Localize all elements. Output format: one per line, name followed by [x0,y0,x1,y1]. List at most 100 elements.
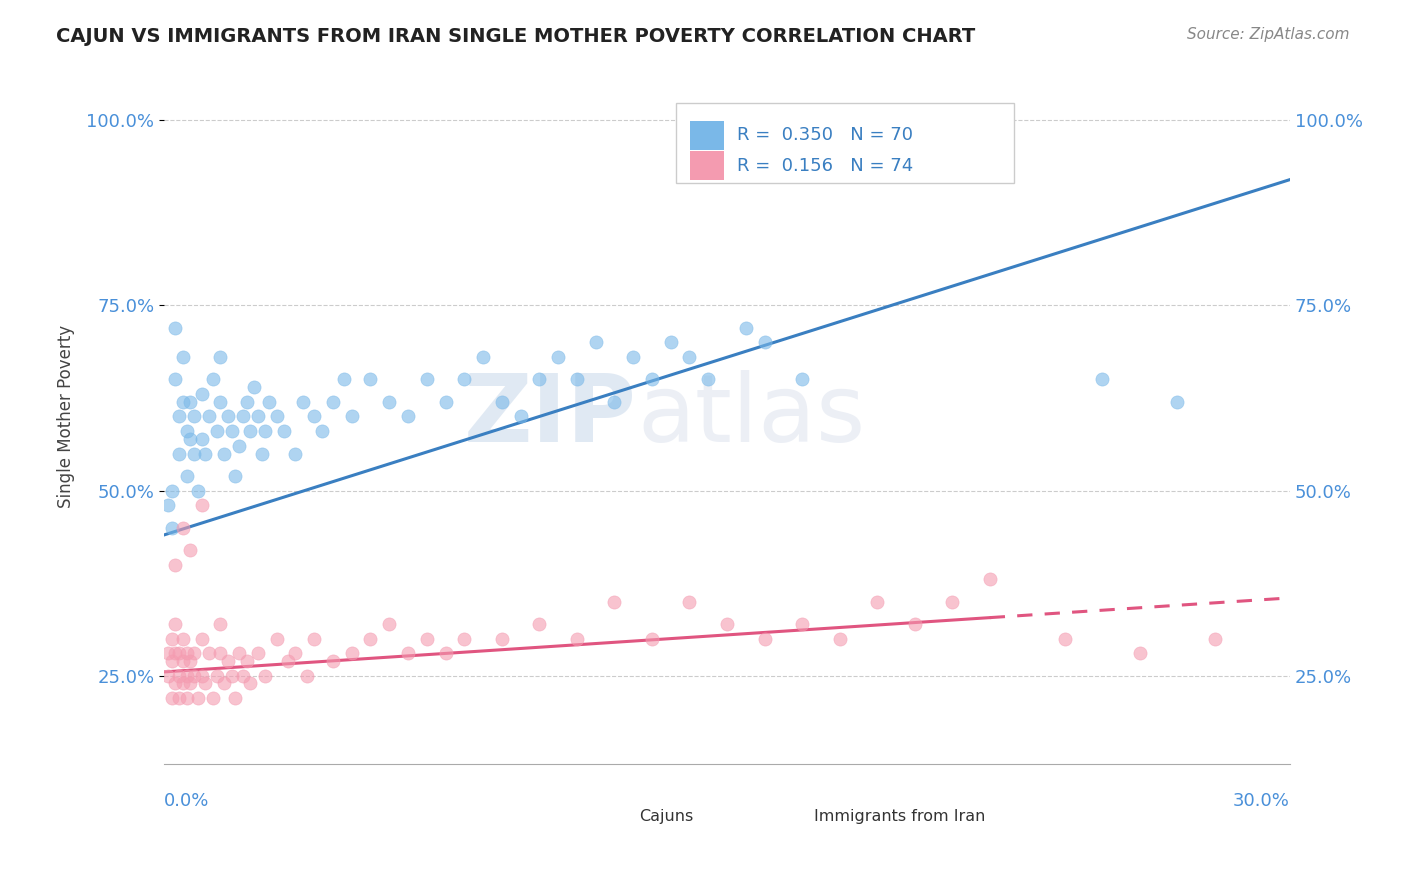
Point [291,394,314,409]
Point [322,394,344,409]
Point [257,394,280,409]
Point [333,372,356,386]
Point [250,446,273,460]
Point [359,372,381,386]
Point [302,409,325,424]
Point [246,409,269,424]
Point [621,351,644,365]
Point [176,668,198,682]
Point [603,394,626,409]
FancyBboxPatch shape [603,807,628,825]
Point [585,335,607,350]
Point [453,632,475,646]
Point [235,654,257,668]
Text: ZIP: ZIP [464,370,637,462]
Point [378,394,401,409]
Point [160,520,183,534]
FancyBboxPatch shape [778,807,803,825]
Point [734,320,756,334]
Point [172,394,194,409]
Point [176,468,198,483]
Point [1204,632,1226,646]
Point [165,676,187,690]
Point [179,676,201,690]
Point [221,668,243,682]
Point [359,632,381,646]
Point [396,647,419,661]
Point [217,409,239,424]
Point [187,483,209,498]
Point [167,446,190,460]
Point [172,654,194,668]
Point [205,668,228,682]
Point [183,409,205,424]
Point [1166,394,1188,409]
Point [565,372,588,386]
Y-axis label: Single Mother Poverty: Single Mother Poverty [58,325,75,508]
Text: 0.0%: 0.0% [165,792,209,810]
Point [979,573,1001,587]
Point [246,647,269,661]
Point [194,446,217,460]
Point [754,335,776,350]
Point [322,654,344,668]
FancyBboxPatch shape [690,151,724,180]
Point [754,632,776,646]
Point [509,409,531,424]
Point [302,632,325,646]
Point [224,468,246,483]
Point [167,409,190,424]
Point [187,690,209,705]
Point [198,647,221,661]
Point [239,425,262,439]
Point [156,647,179,661]
Point [205,425,228,439]
Point [378,616,401,631]
Point [453,372,475,386]
Point [172,351,194,365]
Point [547,351,569,365]
Point [190,387,212,401]
Point [678,351,700,365]
Point [172,632,194,646]
Point [156,668,179,682]
Point [277,654,299,668]
Point [232,668,254,682]
Point [284,446,307,460]
Point [209,394,232,409]
Point [235,394,257,409]
Point [565,632,588,646]
Point [176,647,198,661]
Point [434,647,457,661]
Point [529,372,551,386]
Point [209,616,232,631]
Point [254,425,277,439]
Point [212,446,235,460]
Point [1091,372,1114,386]
Point [678,594,700,608]
Point [190,432,212,446]
Text: CAJUN VS IMMIGRANTS FROM IRAN SINGLE MOTHER POVERTY CORRELATION CHART: CAJUN VS IMMIGRANTS FROM IRAN SINGLE MOT… [56,27,976,45]
Point [201,690,224,705]
Point [266,632,288,646]
Point [160,654,183,668]
Point [172,676,194,690]
Point [603,594,626,608]
Point [284,647,307,661]
Point [529,616,551,631]
Point [209,351,232,365]
Point [941,594,963,608]
Text: Immigrants from Iran: Immigrants from Iran [814,809,986,824]
Point [491,394,513,409]
Point [295,668,318,682]
Point [165,647,187,661]
Point [165,320,187,334]
Point [228,439,250,453]
Point [1129,647,1152,661]
Point [790,616,813,631]
Point [183,668,205,682]
Point [697,372,720,386]
Point [716,616,738,631]
Point [165,558,187,572]
Point [659,335,682,350]
